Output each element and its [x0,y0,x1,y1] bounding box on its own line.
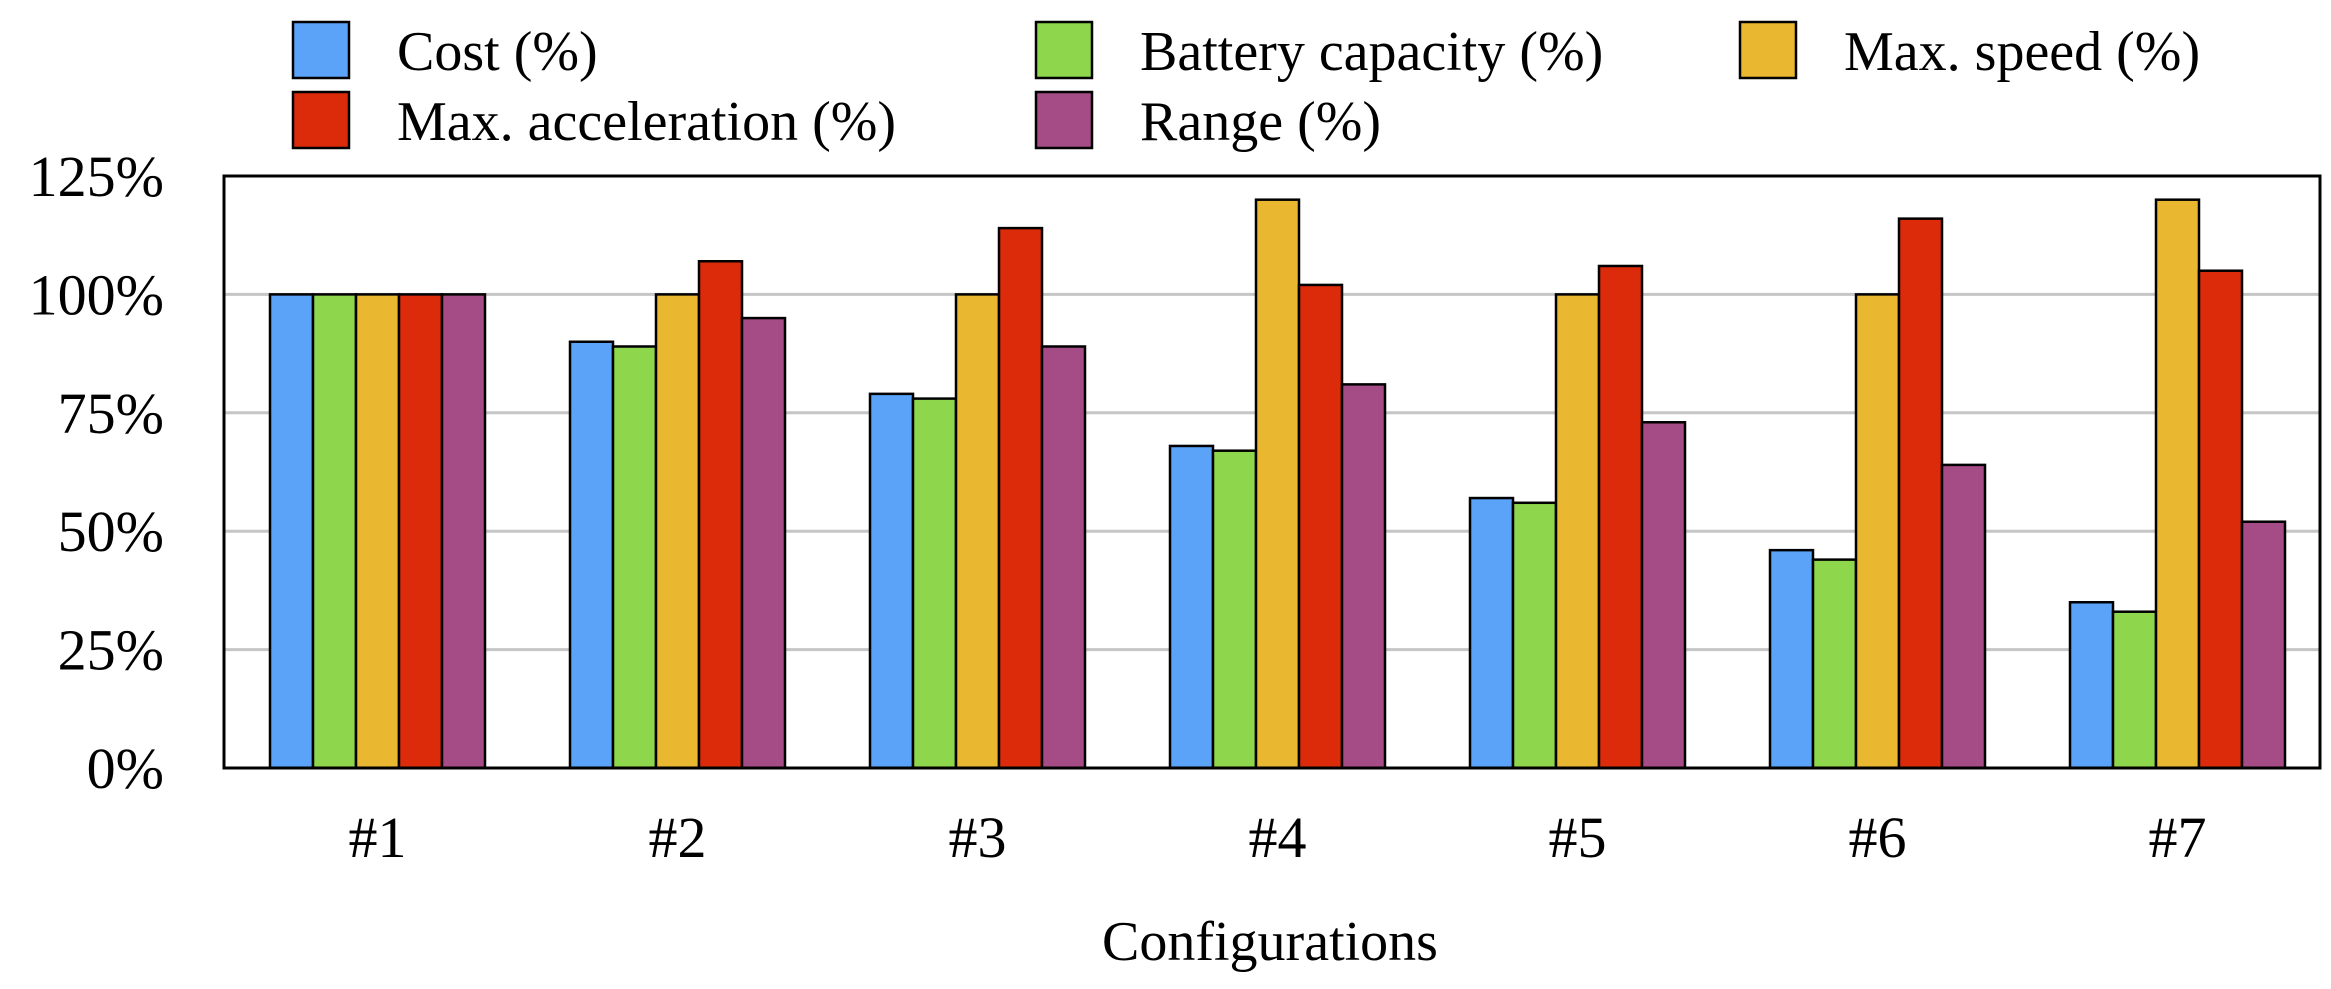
x-tick-label: #2 [649,805,707,870]
bar-c1-series-1 [268,293,315,770]
bar-c3-series-4 [997,226,1044,770]
bar-c4-series-2 [1211,449,1258,770]
bars [268,198,2287,770]
x-tick-label: #4 [1249,805,1307,870]
x-axis-label: Configurations [1102,911,1438,973]
bar-c7-series-3 [2154,198,2201,770]
bar-c3-series-5 [1040,345,1087,770]
bar-c4-series-4 [1297,283,1344,770]
bar-c6-series-4 [1897,217,1944,770]
bar-c5-series-1 [1468,496,1515,770]
legend: Cost (%) Battery capacity (%) Max. speed (… [291,20,2200,153]
bar-c4-series-3 [1254,198,1301,770]
bar-c2-series-5 [740,316,787,770]
x-tick-label: #6 [1849,805,1907,870]
x-tick-label: #1 [349,805,407,870]
y-tick-label: 25% [58,618,164,683]
bar-c3-series-3 [954,293,1001,770]
y-tick-label: 0% [87,736,164,801]
bar-c1-series-2 [311,293,358,770]
bar-c6-series-5 [1940,463,1987,770]
bar-c1-series-4 [397,293,444,770]
bar-c2-series-4 [697,259,744,770]
y-tick-label: 100% [29,262,164,327]
x-tick-label: #5 [1549,805,1607,870]
bar-c3-series-1 [868,392,915,770]
bar-c4-series-5 [1340,383,1387,770]
bar-c3-series-2 [911,397,958,770]
y-tick-label: 75% [58,381,164,446]
bar-c6-series-3 [1854,293,1901,770]
bar-c2-series-1 [568,340,615,770]
legend-swatch [291,90,351,150]
x-tick-label: #7 [2149,805,2207,870]
bar-c4-series-1 [1168,444,1215,770]
bar-c2-series-2 [611,345,658,770]
legend-swatch [1738,20,1798,80]
bar-c6-series-2 [1811,558,1858,770]
x-tick-label: #3 [949,805,1007,870]
legend-swatch [291,20,351,80]
bar-c7-series-5 [2240,520,2287,770]
bar-c5-series-2 [1511,501,1558,770]
legend-label: Battery capacity (%) [1140,21,1603,83]
legend-label: Max. speed (%) [1844,21,2200,83]
legend-label: Range (%) [1140,91,1381,153]
y-axis-ticks: 0% 25% 50% 75% 100% 125% [29,144,164,801]
plot-frame [222,174,2322,770]
legend-label: Cost (%) [397,21,598,83]
x-axis-ticks: #1 #2 #3 #4 #5 #6 #7 [349,805,2207,870]
y-tick-label: 50% [58,499,164,564]
legend-swatch [1034,20,1094,80]
bar-c2-series-3 [654,293,701,770]
y-tick-label: 125% [29,144,164,209]
bar-c7-series-1 [2068,600,2115,770]
bar-c7-series-4 [2197,269,2244,770]
bar-c5-series-4 [1597,264,1644,770]
bar-c1-series-5 [440,293,487,770]
bar-c5-series-5 [1640,421,1687,770]
legend-swatch [1034,90,1094,150]
legend-label: Max. acceleration (%) [397,91,896,153]
bar-c7-series-2 [2111,610,2158,770]
bar-c6-series-1 [1768,548,1815,770]
bar-c5-series-3 [1554,293,1601,770]
bar-c1-series-3 [354,293,401,770]
